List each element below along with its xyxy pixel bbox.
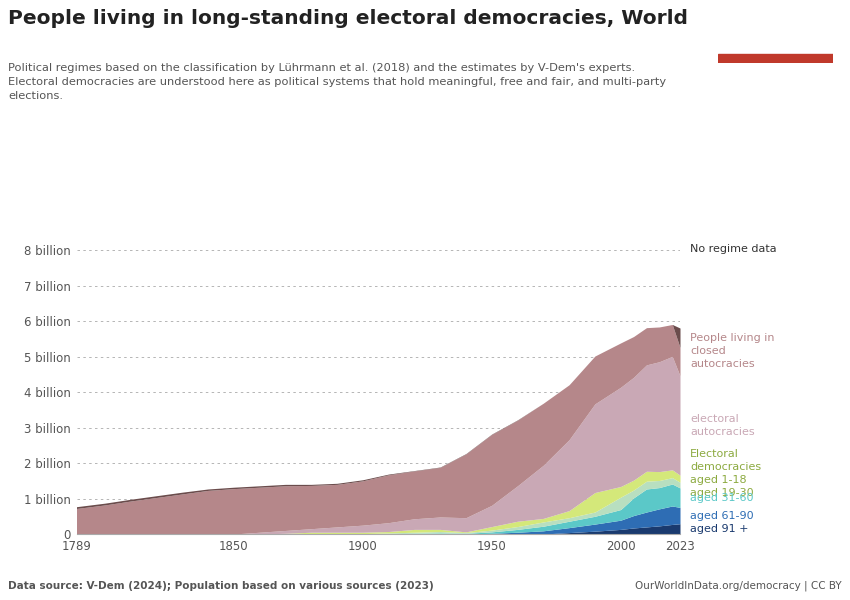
- Text: OurWorldInData.org/democracy | CC BY: OurWorldInData.org/democracy | CC BY: [635, 581, 842, 591]
- Text: Our World: Our World: [746, 16, 805, 26]
- Text: Electoral
democracies
aged 1-18
aged 19-30: Electoral democracies aged 1-18 aged 19-…: [690, 449, 762, 498]
- Bar: [718, 54, 833, 63]
- Text: aged 31-60: aged 31-60: [690, 493, 754, 503]
- Text: in Data: in Data: [755, 33, 796, 43]
- Text: Political regimes based on the classification by Lührmann et al. (2018) and the : Political regimes based on the classific…: [8, 63, 666, 101]
- Text: aged 91 +: aged 91 +: [690, 524, 749, 534]
- Text: aged 61-90: aged 61-90: [690, 511, 754, 521]
- Text: electoral
autocracies: electoral autocracies: [690, 414, 755, 437]
- Text: Data source: V-Dem (2024); Population based on various sources (2023): Data source: V-Dem (2024); Population ba…: [8, 581, 434, 591]
- Text: People living in
closed
autocracies: People living in closed autocracies: [690, 333, 774, 369]
- Text: People living in long-standing electoral democracies, World: People living in long-standing electoral…: [8, 9, 688, 28]
- Text: No regime data: No regime data: [690, 244, 777, 254]
